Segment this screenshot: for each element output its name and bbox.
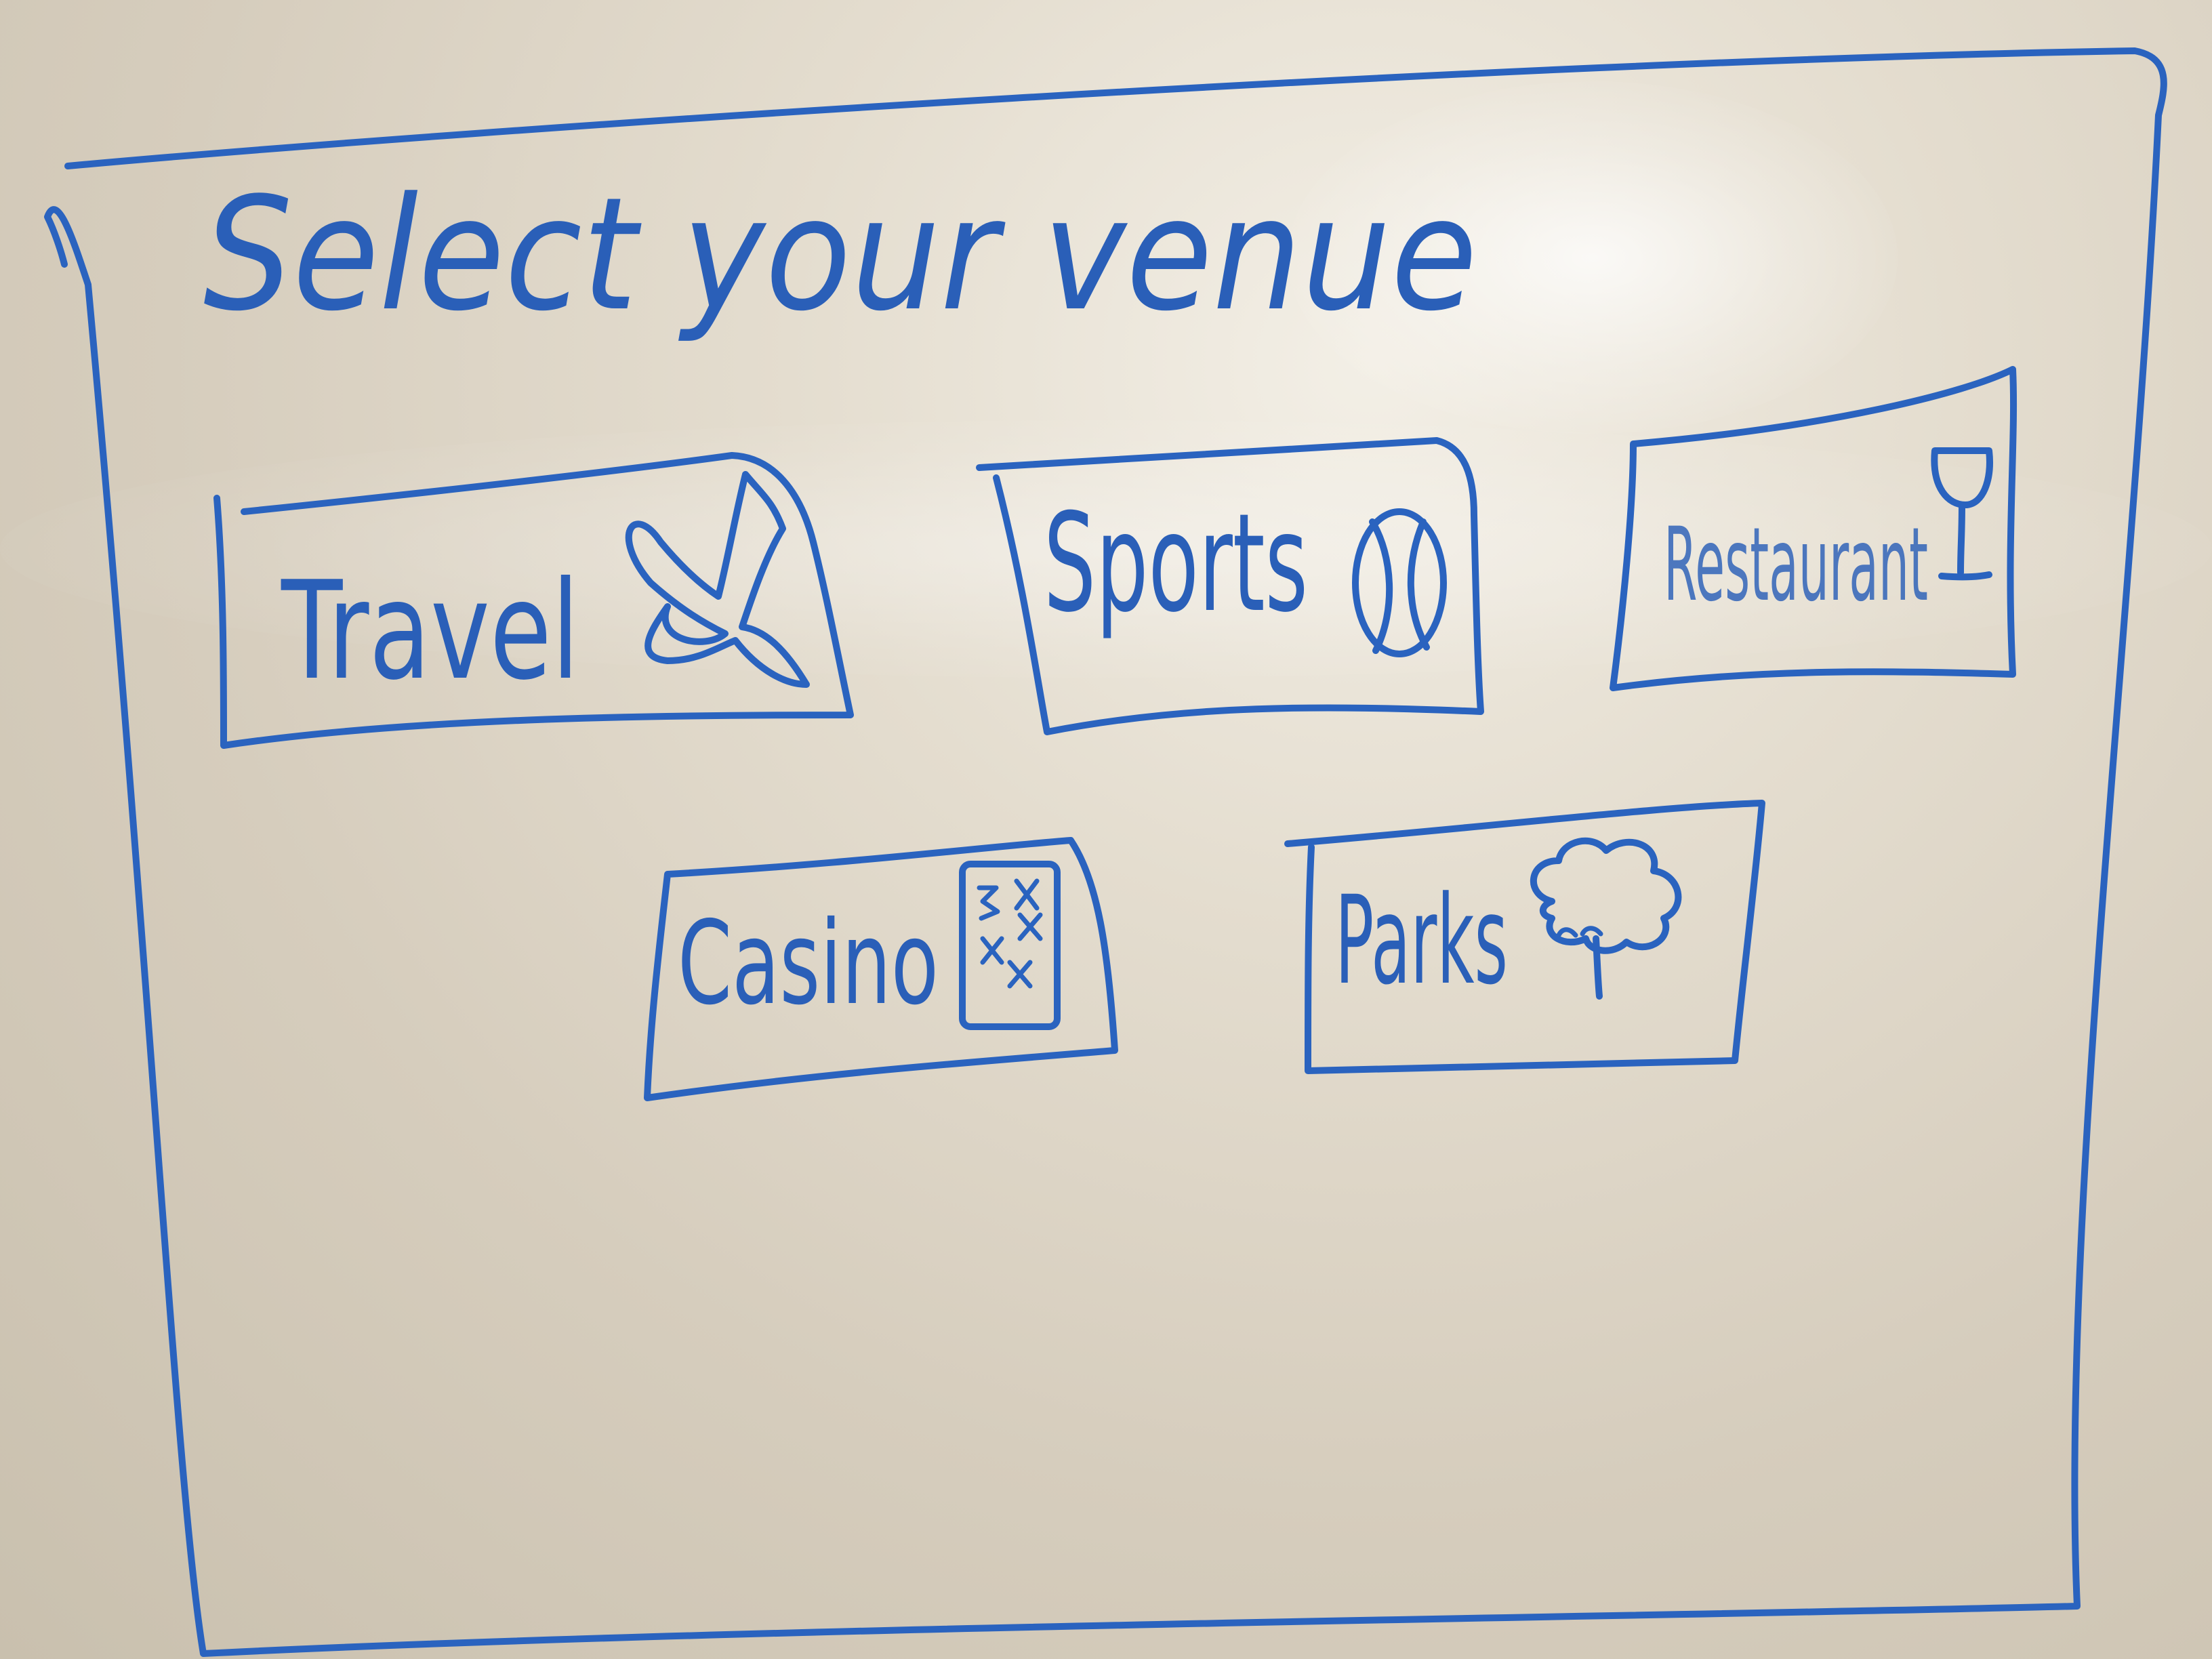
venue-card-sports[interactable]: Sports (976, 437, 1484, 735)
card-frame (1284, 800, 1765, 1074)
tree-icon (1530, 837, 1682, 1000)
plane-icon (625, 471, 810, 688)
venue-label-parks: Parks (1335, 870, 1508, 1012)
card-frame (644, 837, 1118, 1101)
page-title: Select your venue (203, 165, 1477, 346)
screen-frame (44, 47, 2167, 1657)
venue-label-travel: Travel (281, 552, 579, 710)
venue-card-casino[interactable]: Casino (644, 837, 1118, 1101)
venue-label-sports: Sports (1044, 485, 1308, 642)
card-frame (1610, 366, 2018, 691)
venue-card-travel[interactable]: Travel (213, 452, 854, 749)
card-frame (213, 452, 854, 749)
ball-icon (1352, 508, 1447, 657)
venue-card-parks[interactable]: Parks (1284, 800, 1765, 1074)
card-frame (976, 437, 1484, 735)
playing-card-icon (959, 861, 1061, 1030)
venue-label-restaurant: Restaurant (1664, 506, 1928, 624)
wine-glass-icon (1931, 447, 1993, 581)
venue-card-restaurant[interactable]: Restaurant (1610, 366, 2018, 691)
venue-label-casino: Casino (678, 897, 939, 1031)
